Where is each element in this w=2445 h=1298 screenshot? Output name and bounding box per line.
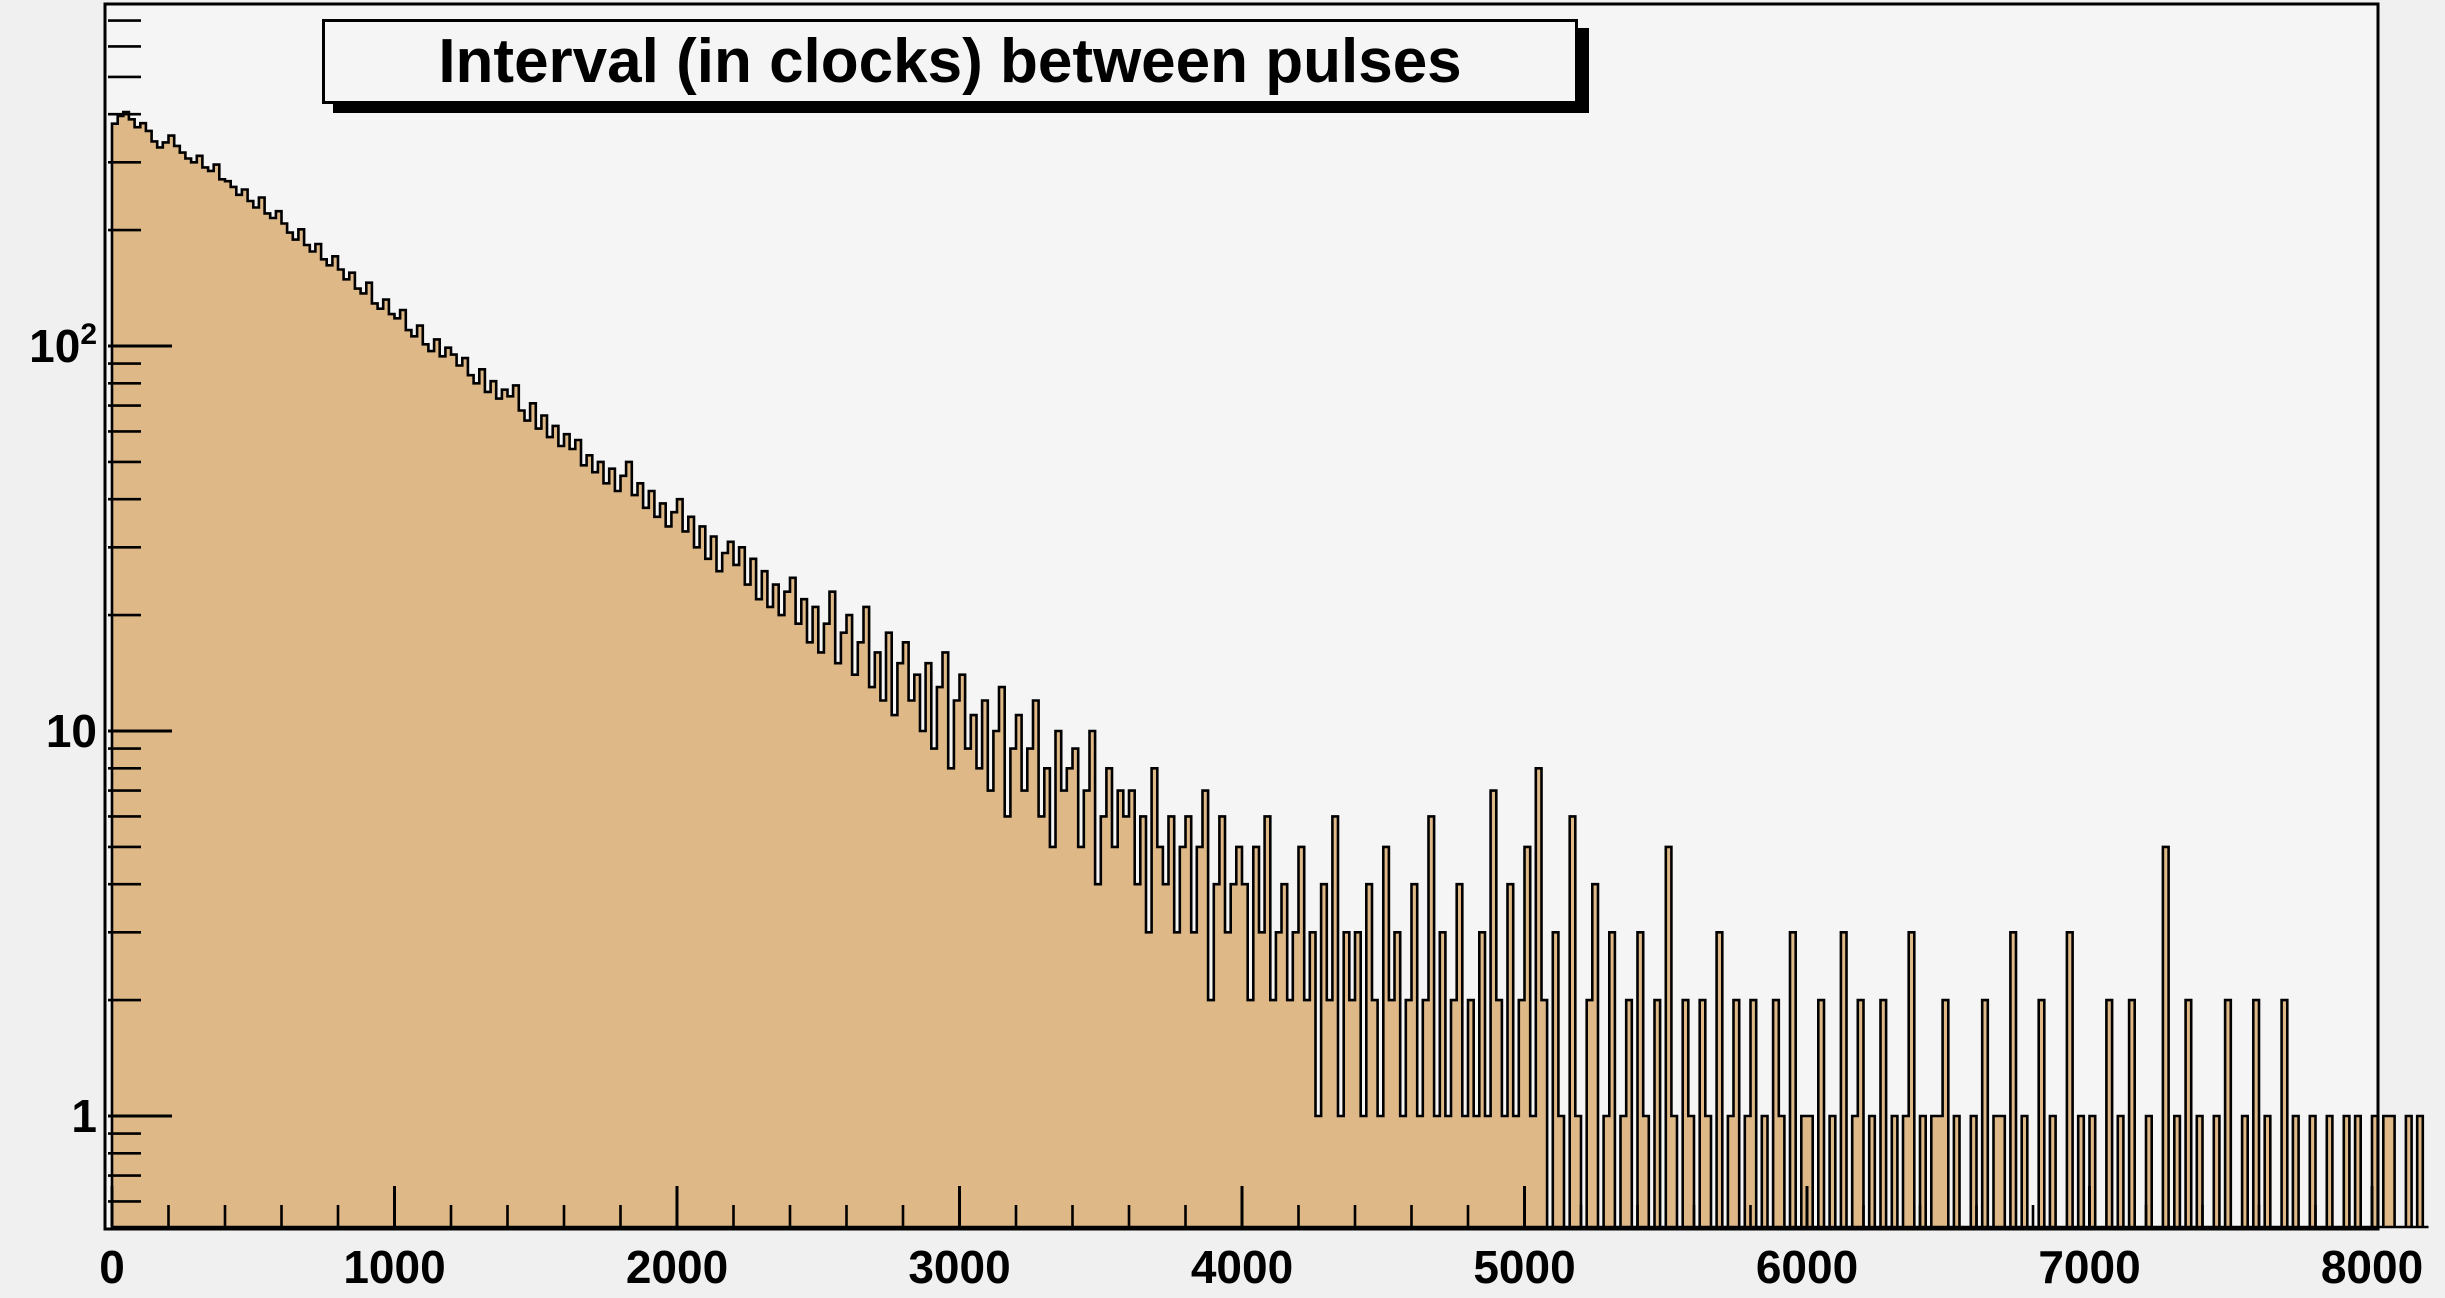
title-box: Interval (in clocks) between pulses [322, 19, 1578, 104]
y-axis-tick-label: 1 [71, 1090, 97, 1142]
x-axis-tick-label: 5000 [1473, 1241, 1575, 1293]
x-axis-tick-label: 7000 [2038, 1241, 2140, 1293]
minor-ticks [108, 19, 2317, 1226]
x-axis-tick-label: 4000 [1191, 1241, 1293, 1293]
major-ticks [108, 344, 2374, 1226]
x-axis-tick-label: 8000 [2321, 1241, 2423, 1293]
histogram-series [110, 110, 2429, 1229]
y-axis-tick-label: 10 [46, 705, 97, 757]
y-axis-tick-label: 102 [29, 318, 97, 372]
x-axis-tick-label: 0 [99, 1241, 125, 1293]
x-axis-tick-label: 2000 [626, 1241, 728, 1293]
x-axis-tick-label: 1000 [343, 1241, 445, 1293]
x-axis-tick-label: 6000 [1756, 1241, 1858, 1293]
chart-title: Interval (in clocks) between pulses [438, 27, 1462, 96]
x-axis-tick-label: 3000 [908, 1241, 1010, 1293]
